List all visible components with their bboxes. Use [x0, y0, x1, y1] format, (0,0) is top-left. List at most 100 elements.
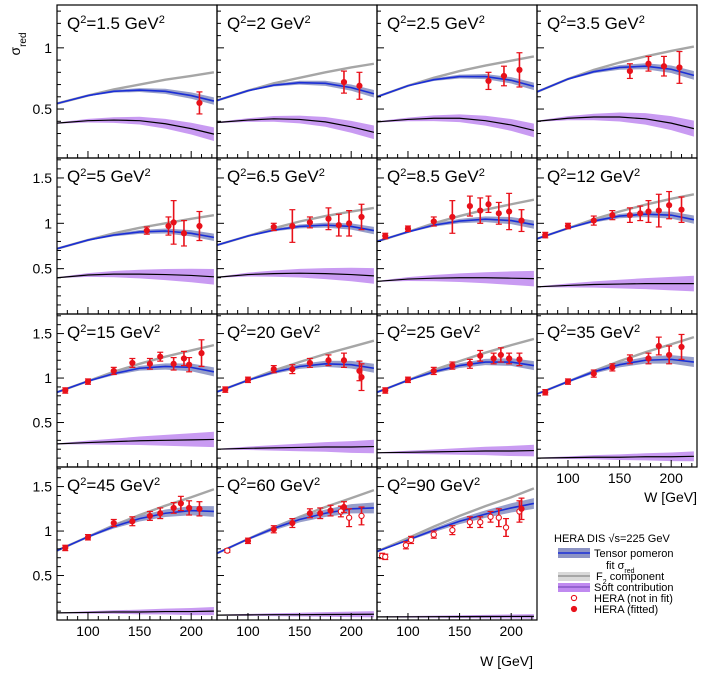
legend-label: HERA (fitted): [594, 604, 658, 616]
tensor-line: [377, 361, 535, 394]
panel-title: Q2=90 GeV2: [387, 476, 480, 495]
data-point-fitted: [495, 201, 502, 225]
data-point-fitted: [270, 222, 277, 232]
legend-item-filled: HERA (fitted): [570, 604, 658, 616]
data-point-fitted: [110, 518, 117, 528]
data-point-fitted: [358, 203, 365, 231]
data-point-fitted: [165, 216, 172, 236]
tensor-band: [537, 355, 694, 395]
y-tick-label: 1.5: [33, 170, 53, 186]
tensor-line: [217, 81, 375, 102]
panel: 0.5 1 1.5 Q2=5 GeV2: [33, 157, 218, 315]
data-point-fitted: [666, 345, 673, 365]
data-point-fitted: [170, 356, 177, 371]
panel-title: Q2=2.5 GeV2: [387, 14, 485, 33]
soft-band: [537, 451, 694, 462]
data-point-fitted: [306, 508, 314, 519]
data-point-fitted: [170, 501, 177, 514]
legend-label: F2 component: [596, 571, 664, 586]
y-tick-label: 0.5: [33, 568, 53, 584]
x-tick-label: 200: [660, 470, 684, 486]
data-point-fitted: [325, 354, 332, 367]
tensor-line: [537, 65, 695, 93]
data-point-fitted: [626, 207, 634, 223]
y-tick-label: 0.5: [33, 415, 53, 431]
data-point-fitted: [356, 71, 363, 100]
panel: 100 150 200 Q2=35 GeV2: [536, 313, 698, 486]
tensor-band: [57, 505, 214, 552]
panel: 100 150 200 Q2=90 GeV2: [376, 466, 538, 639]
data-point-not-in-fit: [402, 541, 410, 550]
y-tick-label: 1: [44, 40, 52, 56]
panel: Q2=2 GeV2: [216, 4, 378, 159]
soft-line: [377, 117, 535, 132]
data-point-fitted: [626, 63, 634, 80]
soft-band: [217, 267, 374, 284]
data-point-fitted: [327, 504, 334, 517]
data-point-fitted: [626, 354, 634, 365]
data-point-fitted: [655, 336, 662, 356]
data-point-fitted: [84, 378, 92, 385]
x-tick-label: 150: [288, 623, 312, 639]
x-tick-label: 150: [128, 623, 152, 639]
data-point-fitted: [62, 387, 69, 394]
panel-title: Q2=12 GeV2: [547, 167, 640, 186]
panel: Q2=12 GeV2: [536, 157, 698, 315]
panel-title: Q2=45 GeV2: [67, 476, 160, 495]
data-point-not-in-fit: [466, 516, 474, 529]
x-tick-label: 100: [236, 623, 260, 639]
data-point-fitted: [404, 376, 412, 384]
data-point-fitted: [270, 364, 277, 374]
soft-band: [217, 115, 374, 140]
data-point-fitted: [506, 352, 513, 365]
soft-band: [217, 439, 374, 454]
soft-line: [537, 455, 694, 459]
data-point-fitted: [186, 356, 193, 373]
soft-line: [217, 613, 374, 616]
data-point-fitted: [645, 55, 652, 72]
legend-item-soft: Soft contribution: [558, 582, 674, 594]
soft-band: [377, 444, 534, 457]
data-point-fitted: [666, 190, 673, 220]
data-point-not-in-fit: [337, 505, 345, 518]
panel-title: Q2=3.5 GeV2: [547, 14, 645, 33]
data-point-fitted: [564, 222, 572, 230]
data-point-fitted: [129, 516, 136, 527]
y-axis-label: σred: [7, 32, 29, 55]
data-point-fitted: [325, 207, 332, 231]
data-point-fitted: [198, 339, 205, 368]
soft-line: [537, 283, 694, 288]
legend-label: Soft contribution: [594, 582, 674, 594]
data-point-fitted: [382, 387, 389, 394]
panel-frame: [536, 313, 698, 468]
soft-line: [57, 610, 214, 614]
data-point-fitted: [497, 347, 504, 363]
x-tick-label: 100: [396, 623, 420, 639]
y-tick-label: 0.5: [33, 261, 53, 277]
legend-label: Tensor pomeron: [594, 548, 674, 560]
data-point-fitted: [637, 205, 644, 222]
soft-line: [57, 119, 215, 135]
data-point-fitted: [676, 50, 683, 84]
panel: Q2=3.5 GeV2: [536, 4, 698, 159]
tensor-line: [57, 230, 215, 250]
panel-title: Q2=20 GeV2: [227, 323, 320, 342]
data-point-fitted: [177, 495, 184, 512]
soft-line: [377, 615, 534, 618]
tensor-band: [217, 502, 374, 554]
panel-title: Q2=8.5 GeV2: [387, 167, 485, 186]
tensor-band: [217, 80, 374, 101]
tensor-band: [537, 63, 694, 93]
panel: 0.5 1 Q2=1.5 GeV2: [33, 4, 218, 159]
data-point-fitted: [306, 357, 314, 368]
data-point-fitted: [289, 517, 296, 529]
y-tick-label: 1.5: [33, 479, 53, 495]
data-point-fitted: [157, 507, 164, 520]
data-point-not-in-fit: [502, 517, 510, 537]
data-point-not-in-fit: [477, 516, 484, 529]
legend-title: HERA DIS √s=225 GeV: [554, 533, 670, 545]
soft-band: [57, 431, 214, 448]
panel-frame: [376, 466, 538, 621]
data-point-fitted: [645, 200, 652, 223]
